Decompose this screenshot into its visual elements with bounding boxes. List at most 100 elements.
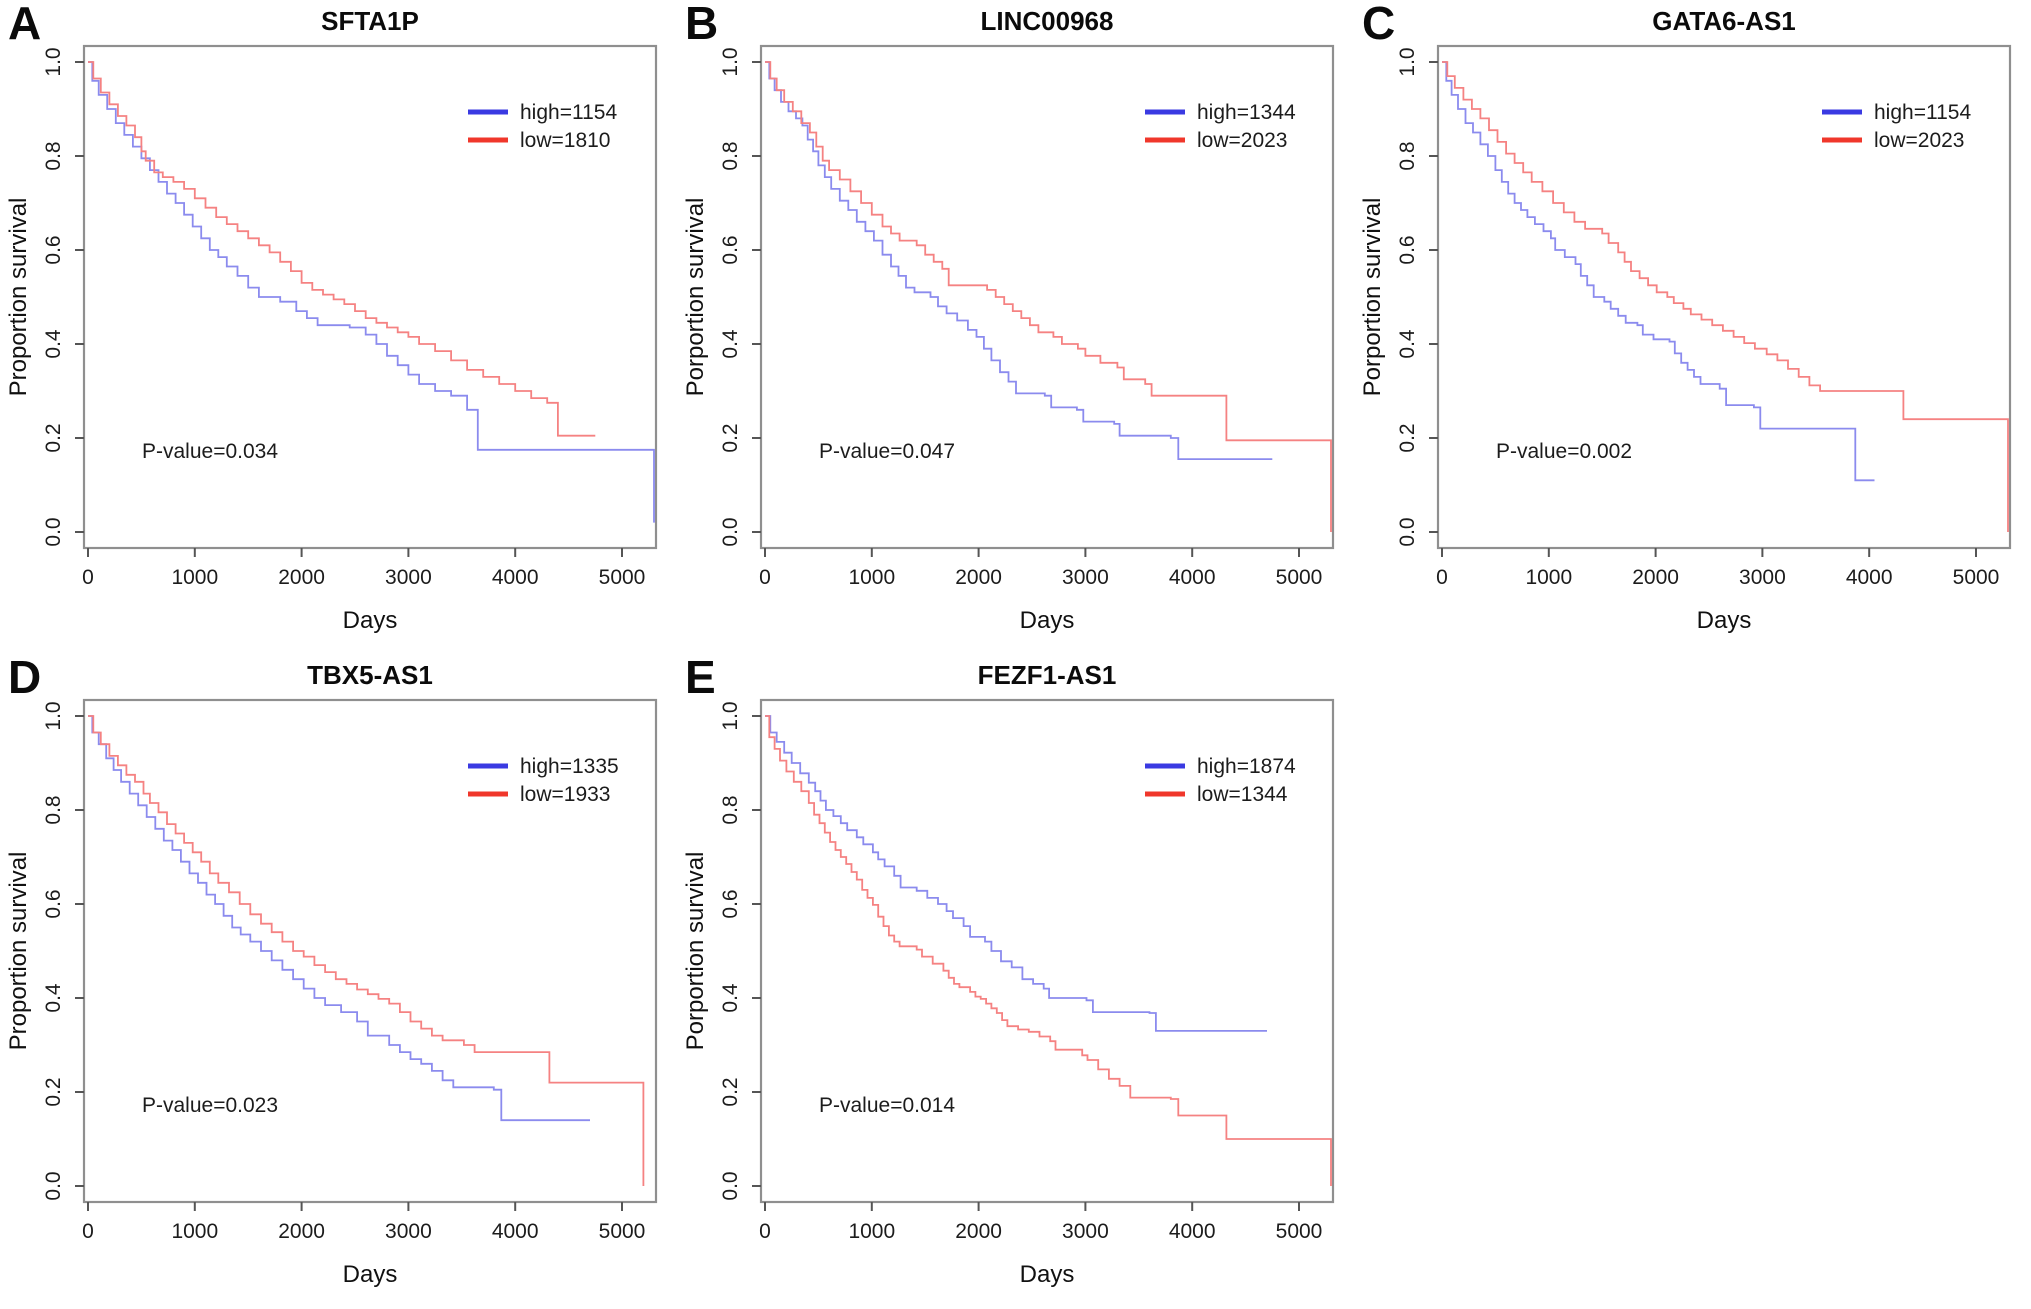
y-tick-label: 0.6: [42, 235, 65, 264]
y-tick-label: 0.4: [719, 983, 742, 1013]
y-tick-label: 0.6: [719, 889, 742, 918]
x-tick-label: 0: [82, 566, 94, 589]
y-tick-label: 1.0: [42, 47, 65, 76]
y-tick-label: 0.6: [1396, 235, 1419, 264]
x-tick-label: 4000: [1846, 566, 1893, 589]
x-tick-label: 5000: [1953, 566, 2000, 589]
legend-label-low: low=1344: [1197, 783, 1288, 806]
p-value-label: P-value=0.014: [819, 1094, 955, 1117]
x-tick-label: 3000: [385, 566, 432, 589]
y-tick-label: 0.2: [42, 423, 65, 452]
survival-curve-low: [765, 61, 1332, 532]
x-axis: 0 1000 2000 3000 4000 5000 Days: [1436, 548, 1999, 634]
y-axis: 0.0 0.2 0.4 0.6 0.8 1.0 Porportion survival: [682, 47, 761, 547]
panel-title-gata6-as1: GATA6-AS1: [1652, 6, 1796, 36]
legend: high=1154 low=1810: [468, 101, 617, 152]
y-tick-label: 0.8: [42, 141, 65, 170]
legend: high=1344 low=2023: [1145, 101, 1296, 152]
km-plot-tbx5-as1: 0 1000 2000 3000 4000 5000 Days 0.0 0.2 0.4 0.6 0.8…: [0, 654, 677, 1308]
x-tick-label: 4000: [492, 1220, 539, 1243]
panel-a: A SFTA1P 0 1000 2000 3000 4000 5000 Days 0.0 0.2…: [0, 0, 677, 654]
y-axis-title: Porportion survival: [682, 852, 709, 1051]
x-tick-label: 2000: [955, 1220, 1002, 1243]
y-axis-title: Proportion survival: [5, 852, 32, 1051]
legend: high=1335 low=1933: [468, 755, 619, 806]
y-tick-label: 0.8: [1396, 141, 1419, 170]
y-tick-label: 0.2: [1396, 423, 1419, 452]
panel-e: E FEZF1-AS1 0 1000 2000 3000 4000 5000 Days 0.0…: [677, 654, 1354, 1308]
x-axis: 0 1000 2000 3000 4000 5000 Days: [759, 548, 1322, 634]
y-tick-label: 0.6: [42, 889, 65, 918]
legend-label-low: low=1810: [520, 129, 611, 152]
y-tick-label: 0.4: [42, 329, 65, 359]
x-tick-label: 1000: [848, 1220, 895, 1243]
x-tick-label: 4000: [1169, 566, 1216, 589]
plot-box: [82, 44, 658, 550]
km-chart-svg: 0 1000 2000 3000 4000 5000 Days 0.0 0.2 0.4 0.6 0.8…: [682, 44, 1335, 634]
x-axis: 0 1000 2000 3000 4000 5000 Days: [82, 1202, 645, 1288]
x-tick-label: 2000: [955, 566, 1002, 589]
legend-label-high: high=1344: [1197, 101, 1296, 124]
plot-box: [82, 698, 658, 1204]
x-axis-title: Days: [343, 1261, 398, 1288]
panel-b: B LINC00968 0 1000 2000 3000 4000 5000 Days 0.0…: [677, 0, 1354, 654]
x-tick-label: 3000: [1062, 1220, 1109, 1243]
y-tick-label: 0.0: [1396, 517, 1419, 546]
x-tick-label: 5000: [599, 566, 646, 589]
x-tick-label: 4000: [1169, 1220, 1216, 1243]
y-tick-label: 1.0: [42, 701, 65, 730]
x-tick-label: 1000: [1525, 566, 1572, 589]
p-value-label: P-value=0.002: [1496, 440, 1632, 463]
km-plot-linc00968: 0 1000 2000 3000 4000 5000 Days 0.0 0.2 0.4 0.6 0.8…: [677, 0, 1354, 654]
panel-title-tbx5-as1: TBX5-AS1: [307, 660, 433, 690]
panel-title-fezf1-as1: FEZF1-AS1: [977, 660, 1117, 690]
legend-label-low: low=1933: [520, 783, 611, 806]
plot-box: [759, 698, 1335, 1204]
p-value-label: P-value=0.047: [819, 440, 955, 463]
y-tick-label: 0.2: [719, 1077, 742, 1106]
x-tick-label: 2000: [278, 566, 325, 589]
legend-label-high: high=1154: [1874, 101, 1971, 124]
km-chart-svg: 0 1000 2000 3000 4000 5000 Days 0.0 0.2 0.4 0.6 0.8…: [682, 698, 1335, 1288]
y-tick-label: 0.8: [42, 795, 65, 824]
km-plot-fezf1-as1: 0 1000 2000 3000 4000 5000 Days 0.0 0.2 0.4 0.6 0.8…: [677, 654, 1354, 1308]
y-tick-label: 0.8: [719, 141, 742, 170]
legend-label-high: high=1154: [520, 101, 617, 124]
y-axis: 0.0 0.2 0.4 0.6 0.8 1.0 Proportion survival: [5, 47, 84, 547]
y-tick-label: 0.4: [719, 329, 742, 359]
legend-label-low: low=2023: [1197, 129, 1288, 152]
p-value-label: P-value=0.023: [142, 1094, 278, 1117]
x-axis: 0 1000 2000 3000 4000 5000 Days: [82, 548, 645, 634]
km-plot-gata6-as1: 0 1000 2000 3000 4000 5000 Days 0.0 0.2 0.4 0.6 0.8…: [1354, 0, 2031, 654]
x-axis-title: Days: [1697, 607, 1752, 634]
legend: high=1154 low=2023: [1822, 101, 1971, 152]
km-chart-svg: 0 1000 2000 3000 4000 5000 Days 0.0 0.2 0.4 0.6 0.8…: [5, 698, 658, 1288]
x-tick-label: 2000: [1632, 566, 1679, 589]
x-axis-title: Days: [343, 607, 398, 634]
plot-box: [759, 44, 1335, 550]
survival-curve-low: [765, 715, 1332, 1186]
x-tick-label: 0: [759, 566, 771, 589]
km-plot-sfta1p: 0 1000 2000 3000 4000 5000 Days 0.0 0.2 0.4 0.6 0.8…: [0, 0, 677, 654]
y-tick-label: 0.8: [719, 795, 742, 824]
y-axis: 0.0 0.2 0.4 0.6 0.8 1.0 Porportion survival: [1359, 47, 1438, 547]
panel-title-sfta1p: SFTA1P: [321, 6, 419, 36]
x-tick-label: 3000: [1062, 566, 1109, 589]
legend: high=1874 low=1344: [1145, 755, 1296, 806]
panel-empty: [1354, 654, 2031, 1308]
x-tick-label: 0: [759, 1220, 771, 1243]
y-axis: 0.0 0.2 0.4 0.6 0.8 1.0 Proportion survival: [5, 701, 84, 1201]
y-axis-title: Proportion survival: [5, 198, 32, 397]
legend-label-high: high=1874: [1197, 755, 1296, 778]
x-tick-label: 2000: [278, 1220, 325, 1243]
survival-curve-low: [88, 61, 596, 437]
y-tick-label: 0.2: [42, 1077, 65, 1106]
panel-c: C GATA6-AS1 0 1000 2000 3000 4000 5000 Days 0.0…: [1354, 0, 2031, 654]
panel-letter-c: C: [1362, 0, 1396, 49]
panel-letter-d: D: [8, 651, 42, 703]
y-tick-label: 0.4: [1396, 329, 1419, 359]
x-tick-label: 0: [82, 1220, 94, 1243]
y-tick-label: 0.4: [42, 983, 65, 1013]
survival-curve-low: [1442, 61, 2009, 532]
